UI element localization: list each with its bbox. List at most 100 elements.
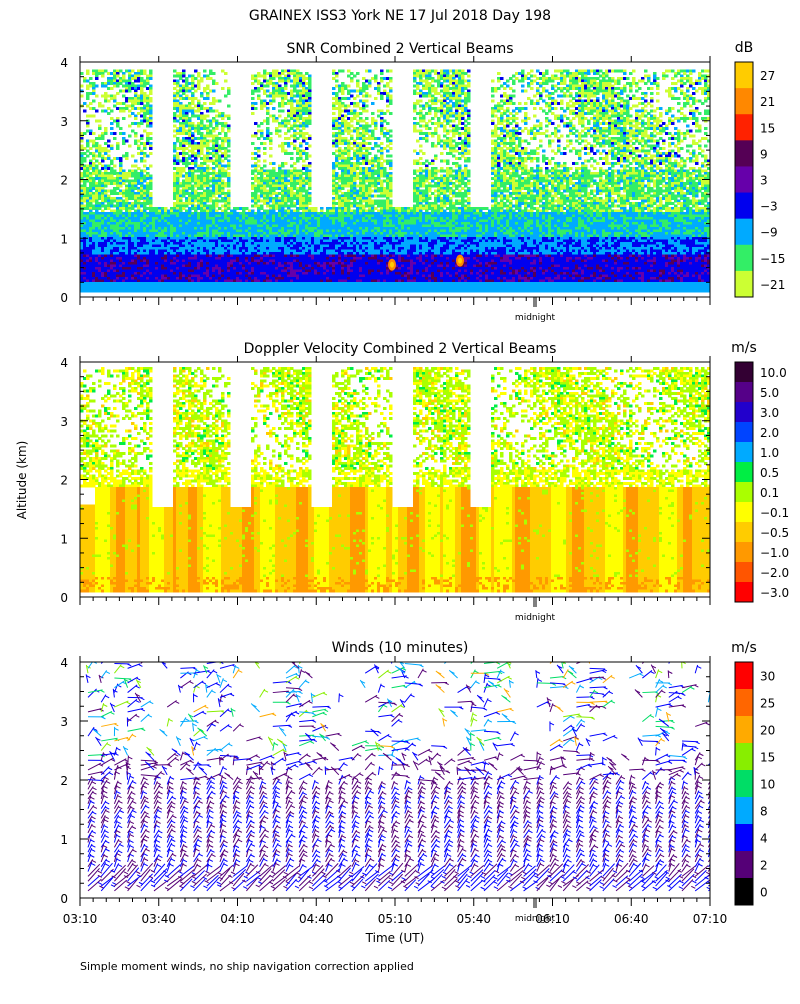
snr-cell <box>206 204 210 208</box>
snr-cell <box>179 87 183 90</box>
snr-cell <box>152 214 156 218</box>
snr-cell <box>98 172 102 175</box>
snr-cell <box>200 249 204 253</box>
snr-cell <box>206 139 210 143</box>
snr-cell <box>107 194 111 198</box>
snr-cell <box>92 212 96 215</box>
snr-cell <box>122 182 126 185</box>
snr-cell <box>170 287 174 290</box>
snr-cell <box>101 69 105 73</box>
snr-cell <box>209 204 213 208</box>
snr-cell <box>140 212 144 215</box>
snr-cell <box>215 244 219 248</box>
snr-cell <box>212 89 216 93</box>
snr-cell <box>143 212 147 215</box>
snr-cell <box>305 182 309 185</box>
snr-cell <box>122 154 126 158</box>
snr-cell <box>173 142 177 145</box>
snr-cell <box>218 224 222 228</box>
snr-cell <box>107 199 111 203</box>
snr-cell <box>206 267 210 270</box>
snr-cell <box>152 249 156 253</box>
snr-cell <box>170 284 174 288</box>
snr-cell <box>140 194 144 198</box>
snr-cell <box>197 214 201 218</box>
snr-cell <box>194 192 198 195</box>
snr-cell <box>182 219 186 223</box>
snr-cell <box>80 187 84 190</box>
snr-cell <box>119 172 123 175</box>
snr-cell <box>251 177 255 180</box>
snr-cell <box>140 69 144 73</box>
snr-cell <box>92 89 96 93</box>
snr-cell <box>122 274 126 278</box>
snr-cell <box>134 279 138 283</box>
snr-cell <box>80 132 84 135</box>
snr-cell <box>110 234 114 238</box>
snr-cell <box>119 279 123 283</box>
snr-cell <box>131 69 135 73</box>
snr-cell <box>101 227 105 230</box>
snr-cell <box>134 284 138 288</box>
snr-cell <box>200 289 204 293</box>
snr-cell <box>80 234 84 238</box>
snr-cell <box>134 122 138 125</box>
snr-cell <box>134 172 138 175</box>
snr-cell <box>143 189 147 193</box>
snr-cell <box>206 147 210 150</box>
snr-cell <box>152 279 156 283</box>
snr-cell <box>149 194 153 198</box>
snr-cell <box>122 179 126 183</box>
snr-cell <box>149 164 153 168</box>
snr-cell <box>221 69 225 73</box>
snr-cell <box>206 84 210 88</box>
snr-cell <box>182 129 186 133</box>
snr-cell <box>152 239 156 243</box>
snr-cell <box>221 199 225 203</box>
snr-cell <box>209 234 213 238</box>
snr-cell <box>104 232 108 235</box>
snr-cell <box>191 254 195 258</box>
snr-cell <box>251 187 255 190</box>
snr-cell <box>116 264 120 268</box>
snr-cell <box>89 237 93 240</box>
snr-cell <box>104 274 108 278</box>
snr-cell <box>134 184 138 188</box>
snr-cell <box>182 224 186 228</box>
snr-cell <box>176 94 180 98</box>
snr-cell <box>203 154 207 158</box>
snr-cell <box>140 242 144 245</box>
snr-cell <box>140 109 144 113</box>
snr-cell <box>266 204 270 208</box>
snr-cell <box>83 269 87 273</box>
snr-cell <box>212 222 216 225</box>
snr-cell <box>167 224 171 228</box>
snr-cell <box>113 249 117 253</box>
snr-cell <box>200 144 204 148</box>
snr-cell <box>146 172 150 175</box>
snr-cell <box>140 79 144 83</box>
snr-cell <box>161 252 165 255</box>
snr-cell <box>86 199 90 203</box>
snr-cell <box>107 252 111 255</box>
snr-cell <box>200 152 204 155</box>
snr-cell <box>122 252 126 255</box>
snr-cell <box>161 232 165 235</box>
snr-cell <box>95 69 99 73</box>
snr-cell <box>164 272 168 275</box>
snr-cell <box>149 239 153 243</box>
snr-cell <box>89 264 93 268</box>
snr-cell <box>170 249 174 253</box>
snr-cell <box>95 149 99 153</box>
snr-cell <box>116 217 120 220</box>
snr-cell <box>89 244 93 248</box>
snr-cell <box>131 122 135 125</box>
snr-cell <box>194 127 198 130</box>
snr-cell <box>80 172 84 175</box>
snr-cell <box>137 147 141 150</box>
snr-cell <box>185 212 189 215</box>
snr-cell <box>149 222 153 225</box>
snr-cell <box>224 157 228 160</box>
snr-cell <box>173 207 177 210</box>
snr-cell <box>146 212 150 215</box>
